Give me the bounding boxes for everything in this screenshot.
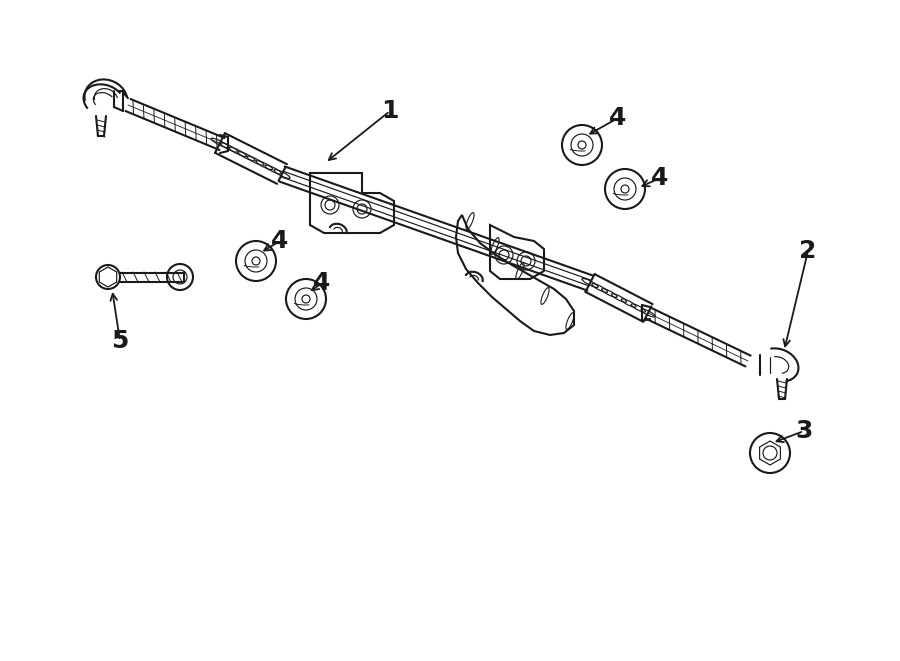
- Text: 4: 4: [652, 166, 669, 190]
- Text: 4: 4: [313, 271, 330, 295]
- Text: 3: 3: [796, 419, 813, 443]
- Text: 1: 1: [382, 99, 399, 123]
- Text: 4: 4: [271, 229, 289, 253]
- Text: 5: 5: [112, 329, 129, 353]
- Text: 4: 4: [609, 106, 626, 130]
- Text: 2: 2: [799, 239, 816, 263]
